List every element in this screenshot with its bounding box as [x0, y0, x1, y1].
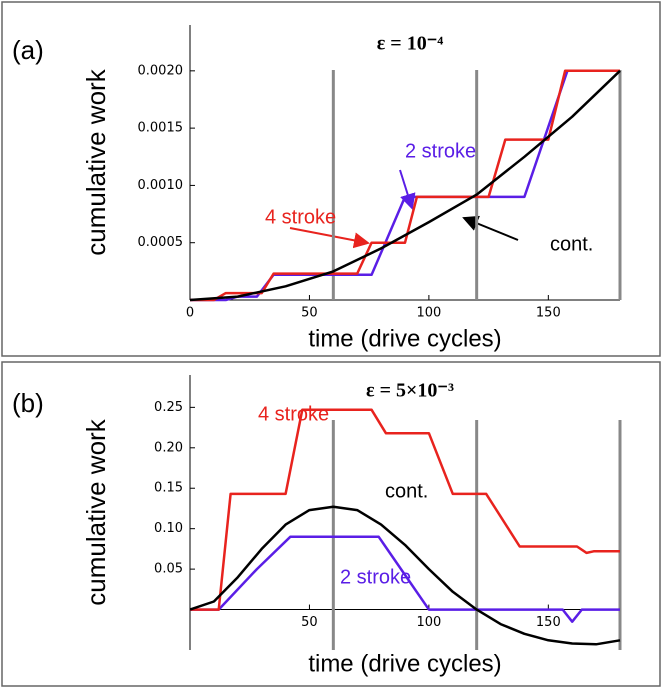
panel-frame — [1, 361, 661, 687]
series-label: 4 stroke — [265, 206, 336, 228]
x-tick-label: 150 — [536, 306, 561, 321]
y-axis-label: cumulative work — [81, 418, 111, 605]
arrow — [289, 227, 370, 249]
series-line — [189, 69, 621, 302]
y-tick-label: 0.10 — [154, 521, 183, 536]
y-tick-label: 0.20 — [154, 440, 183, 455]
y-tick-label: 0.0010 — [138, 178, 184, 193]
x-tick-label: 50 — [301, 306, 318, 321]
x-tick-label: 100 — [416, 615, 441, 630]
series-line — [190, 535, 620, 623]
y-axis-label: cumulative work — [81, 68, 111, 255]
y-tick-label: 0.25 — [154, 400, 183, 415]
chart-title: ε = 5×10⁻³ — [366, 380, 454, 402]
series-line — [190, 69, 620, 302]
x-tick-label: 0 — [186, 306, 194, 321]
series-label: 4 stroke — [258, 403, 329, 425]
y-tick-label: 0.15 — [154, 481, 183, 496]
y-tick-label: 0.0005 — [138, 235, 184, 250]
chart-title: ε = 10⁻⁴ — [377, 33, 444, 55]
arrow — [399, 169, 416, 210]
series-label: cont. — [550, 233, 593, 255]
x-tick-label: 50 — [301, 615, 318, 630]
panel-label: (a) — [12, 35, 44, 65]
series-line — [190, 408, 620, 611]
y-tick-label: 0.0020 — [138, 63, 184, 78]
series-label: 2 stroke — [340, 566, 411, 588]
x-tick-label: 100 — [416, 306, 441, 321]
panel-frame — [1, 1, 661, 357]
series-label: 2 stroke — [405, 140, 476, 162]
panel-label: (b) — [12, 388, 44, 418]
y-tick-label: 0.05 — [154, 562, 183, 577]
arrow — [462, 215, 519, 241]
x-axis-label: time (drive cycles) — [308, 650, 501, 677]
series-line — [189, 505, 621, 646]
x-tick-label: 150 — [536, 615, 561, 630]
y-tick-label: 0.0015 — [138, 121, 184, 136]
series-label: cont. — [385, 480, 428, 502]
x-axis-label: time (drive cycles) — [308, 325, 501, 352]
